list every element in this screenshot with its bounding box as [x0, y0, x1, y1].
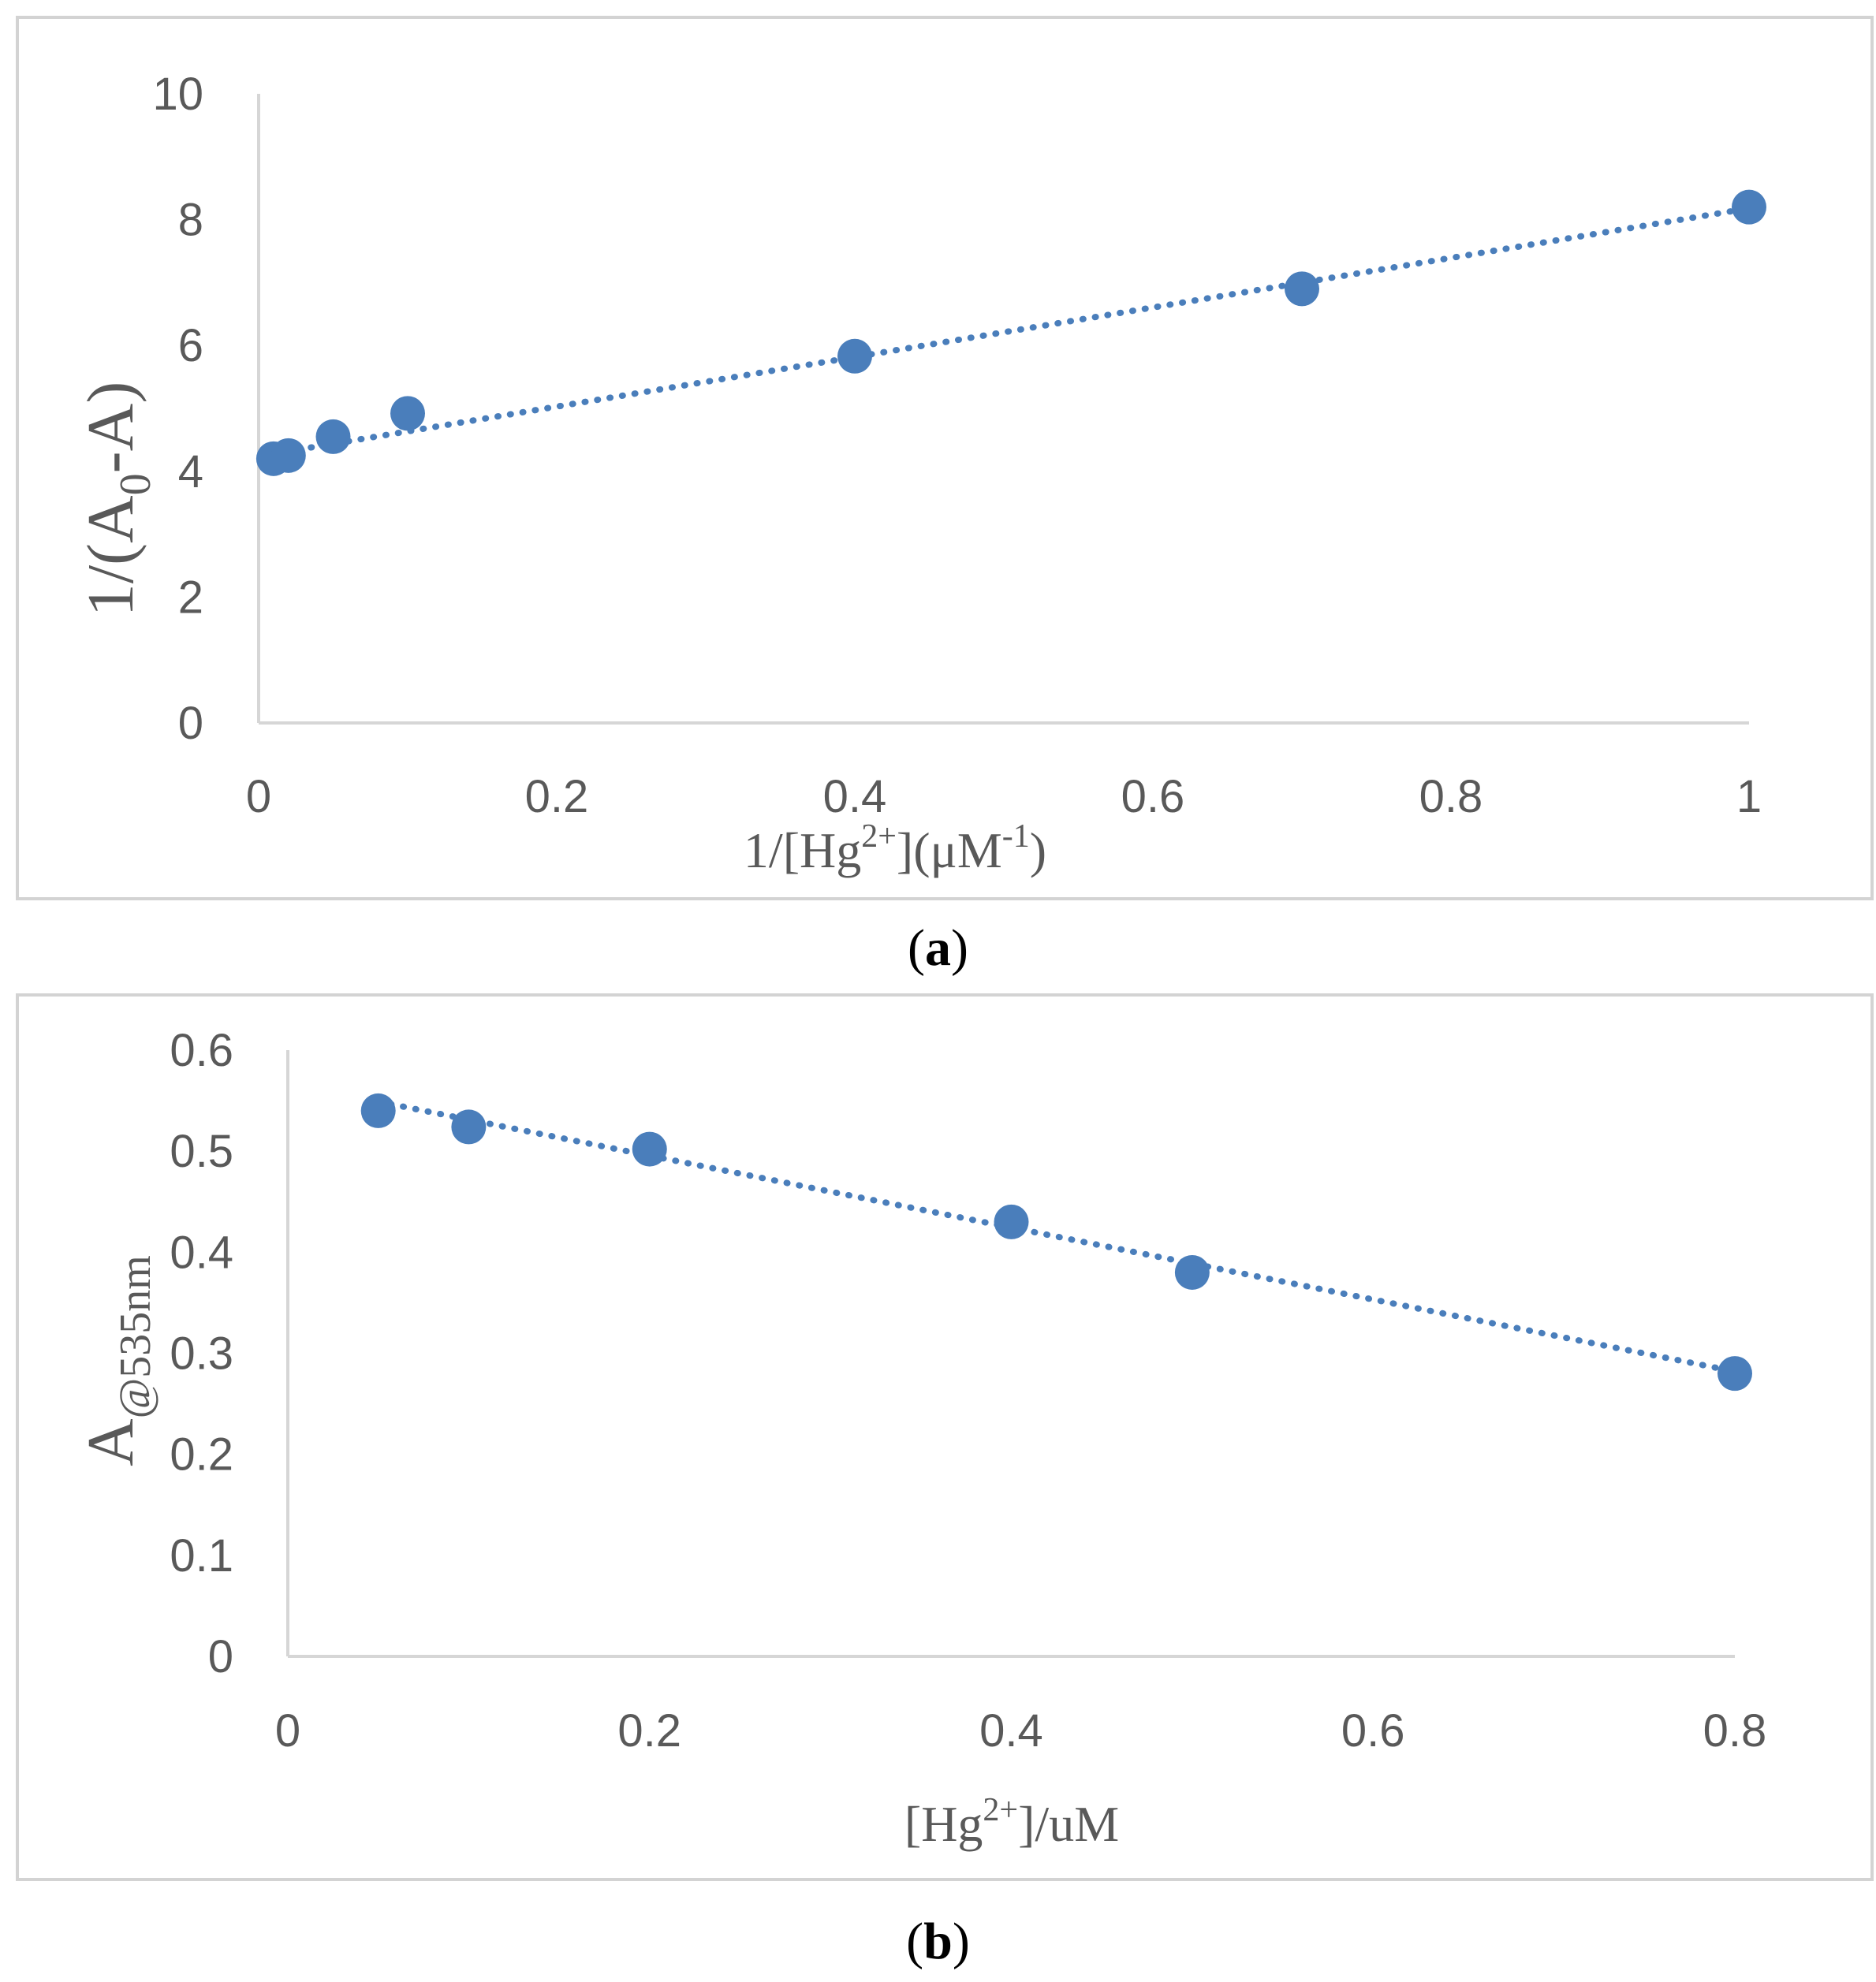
data-point	[1717, 1356, 1752, 1391]
y-tick-label: 0.5	[170, 1126, 233, 1177]
data-point	[1732, 189, 1766, 225]
chart-panel-a: 1/[Hg2+](μM-1) 1/(A0-A) 0 0.2 0.4 0.6 0.8 1 0 2…	[16, 16, 1874, 977]
x-axis-title: 1/[Hg2+](μM-1)	[744, 818, 1046, 878]
data-point	[390, 396, 425, 431]
data-point	[1174, 1254, 1210, 1290]
y-tick-label: 0.1	[170, 1530, 233, 1582]
plot-area: 0 0.2 0.4 0.6 0.8 0 0.1 0.2 0.3 0.4 0.5 0.6	[170, 1025, 1766, 1757]
data-point	[632, 1131, 667, 1167]
y-tick-label: 4	[178, 446, 203, 497]
chart-frame	[16, 16, 1874, 900]
y-tick-label: 10	[152, 69, 203, 120]
data-point	[315, 419, 351, 454]
chart-b: [Hg2+]/uM A@535nm 0 0.2 0.4 0.6 0.8 0 0.1 0.2 0.…	[16, 993, 1874, 1881]
x-tick-label: 0.4	[823, 771, 887, 822]
data-point	[1285, 271, 1319, 307]
x-tick-label: 0.2	[525, 771, 589, 822]
x-tick-label: 0.6	[1341, 1705, 1405, 1757]
x-axis-title: [Hg2+]/uM	[904, 1792, 1119, 1852]
data-point	[270, 438, 306, 473]
data-point	[994, 1204, 1029, 1239]
chart-frame	[16, 993, 1874, 1881]
panel-label-a: (a)	[908, 919, 968, 977]
y-tick-label: 0.2	[170, 1429, 233, 1481]
x-tick-label: 0.8	[1703, 1705, 1767, 1757]
y-tick-label: 6	[178, 320, 203, 371]
x-tick-label: 1	[1736, 771, 1762, 822]
x-tick-label: 0.2	[617, 1705, 681, 1757]
data-point	[451, 1109, 487, 1145]
data-point	[837, 338, 872, 374]
y-axis-title: A@535nm	[74, 1255, 160, 1466]
y-tick-label: 0.6	[170, 1025, 233, 1076]
y-axis-title: 1/(A0-A)	[74, 382, 160, 617]
x-tick-label: 0.4	[979, 1705, 1043, 1757]
x-tick-label: 0	[246, 771, 271, 822]
y-tick-label: 0.4	[170, 1227, 233, 1278]
chart-a: 1/[Hg2+](μM-1) 1/(A0-A) 0 0.2 0.4 0.6 0.8 102…	[16, 16, 1874, 900]
x-tick-label: 0.6	[1121, 771, 1185, 822]
trendline	[375, 1098, 1738, 1375]
y-tick-label: 2	[178, 572, 203, 623]
panel-label-b: (b)	[906, 1913, 970, 1970]
chart-panel-b: [Hg2+]/uM A@535nm 0 0.2 0.4 0.6 0.8 0 0.1 0.2 0.…	[0, 985, 1876, 1982]
y-tick-label: 0	[208, 1631, 233, 1682]
trendline	[270, 205, 1752, 457]
y-tick-label: 8	[178, 195, 203, 246]
x-tick-label: 0.8	[1419, 771, 1483, 822]
y-tick-label: 0.3	[170, 1328, 233, 1380]
data-point	[360, 1093, 396, 1128]
y-tick-label: 0	[178, 698, 203, 749]
x-tick-label: 0	[275, 1705, 300, 1757]
